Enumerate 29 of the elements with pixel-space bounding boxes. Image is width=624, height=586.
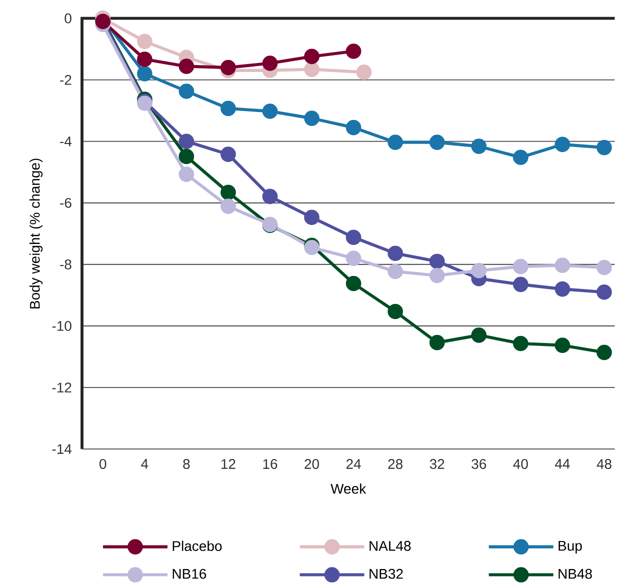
x-tick-label: 20 [304, 459, 320, 469]
y-tick-label: -12 [52, 382, 72, 392]
x-tick-label: 36 [472, 459, 486, 469]
legend-label: Bup [558, 541, 582, 554]
x-tick-label: 48 [596, 459, 612, 469]
x-tick-label: 0 [100, 459, 106, 469]
y-tick-label: -4 [60, 136, 72, 146]
y-tick-label: -14 [52, 444, 72, 454]
x-tick-label: 16 [263, 459, 278, 469]
legend-label: NAL48 [370, 540, 411, 551]
legend-label: NB48 [558, 568, 592, 579]
x-tick-label: 28 [388, 459, 403, 469]
legend-label: NB16 [172, 568, 206, 579]
x-tick-label: 8 [183, 459, 190, 469]
x-tick-label: 44 [554, 459, 570, 469]
legend-label: NB32 [370, 568, 403, 579]
y-tick-label: -10 [52, 321, 72, 331]
y-tick-label: 0 [64, 13, 72, 24]
x-tick-label: 24 [346, 459, 361, 469]
y-tick-label: -8 [60, 259, 72, 270]
y-axis-title: Body weight (% change) [30, 158, 43, 308]
x-tick-label: 32 [430, 459, 444, 469]
x-tick-label: 40 [513, 459, 528, 469]
y-tick-label: -6 [60, 198, 72, 208]
x-axis-title: Week [330, 483, 366, 494]
y-tick-label: -2 [60, 74, 72, 85]
x-tick-label: 12 [222, 459, 236, 469]
x-tick-label: 4 [141, 459, 148, 469]
legend-label: Placebo [172, 540, 222, 552]
